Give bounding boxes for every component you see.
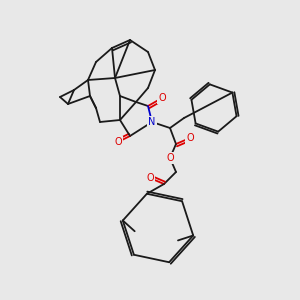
Text: O: O — [114, 137, 122, 147]
Text: O: O — [158, 93, 166, 103]
Text: O: O — [186, 133, 194, 143]
Text: O: O — [146, 173, 154, 183]
Text: N: N — [148, 117, 156, 127]
Text: O: O — [166, 153, 174, 163]
